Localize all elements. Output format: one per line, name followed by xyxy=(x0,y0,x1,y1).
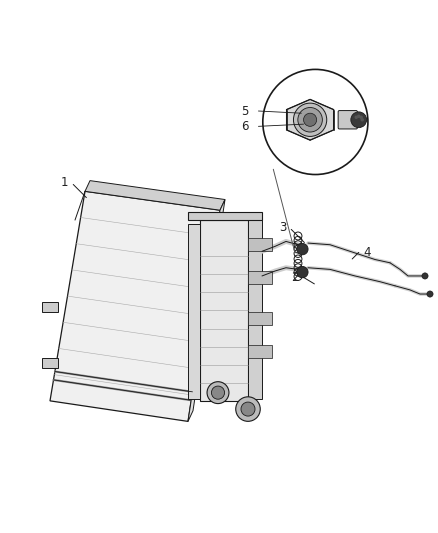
Circle shape xyxy=(357,115,360,118)
Polygon shape xyxy=(50,191,220,422)
Circle shape xyxy=(298,108,322,132)
Circle shape xyxy=(297,244,308,255)
Text: 4: 4 xyxy=(364,246,371,259)
Polygon shape xyxy=(248,220,262,399)
Polygon shape xyxy=(286,99,334,140)
Circle shape xyxy=(236,397,260,422)
Polygon shape xyxy=(248,238,272,251)
FancyBboxPatch shape xyxy=(338,110,357,129)
Circle shape xyxy=(354,116,358,119)
Circle shape xyxy=(293,103,327,136)
Text: 5: 5 xyxy=(242,104,249,117)
Polygon shape xyxy=(188,224,200,399)
Circle shape xyxy=(212,386,225,399)
Text: 1: 1 xyxy=(61,176,68,189)
Polygon shape xyxy=(188,212,262,220)
Circle shape xyxy=(263,69,368,174)
Circle shape xyxy=(427,291,433,297)
Polygon shape xyxy=(188,199,225,422)
Circle shape xyxy=(360,116,363,119)
Polygon shape xyxy=(248,312,272,325)
Text: 2: 2 xyxy=(291,271,298,284)
Text: 3: 3 xyxy=(279,221,286,233)
Circle shape xyxy=(297,266,308,278)
Polygon shape xyxy=(200,220,248,401)
Circle shape xyxy=(351,112,367,128)
Polygon shape xyxy=(85,181,225,210)
Circle shape xyxy=(360,118,364,122)
Circle shape xyxy=(304,113,317,126)
Polygon shape xyxy=(42,302,58,312)
Circle shape xyxy=(207,382,229,403)
Text: 6: 6 xyxy=(241,120,249,133)
Polygon shape xyxy=(42,358,58,368)
Circle shape xyxy=(422,273,428,279)
Polygon shape xyxy=(248,345,272,358)
Polygon shape xyxy=(248,271,272,284)
Circle shape xyxy=(241,402,255,416)
